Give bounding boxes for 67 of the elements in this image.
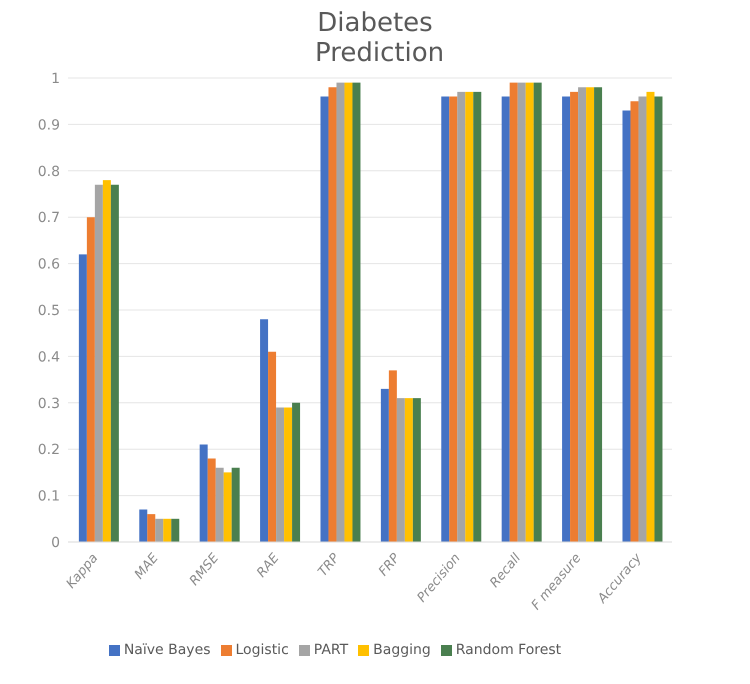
bar — [94, 184, 103, 542]
bar — [654, 96, 662, 542]
bar — [102, 180, 111, 542]
bar — [268, 352, 276, 542]
y-tick-label: 0.3 — [38, 396, 60, 412]
legend-label: Logistic — [236, 642, 289, 658]
y-tick-label: 0.7 — [38, 210, 60, 226]
bar — [232, 468, 240, 542]
y-tick-label: 0.1 — [38, 488, 60, 505]
bar — [344, 82, 352, 542]
bar — [622, 110, 630, 542]
legend-label: Naïve Bayes — [124, 642, 210, 658]
bar — [646, 92, 654, 542]
bar — [473, 92, 482, 542]
bar — [465, 92, 474, 542]
y-tick-label: 0.9 — [38, 117, 60, 134]
bar — [163, 518, 172, 542]
bar — [328, 87, 336, 542]
bar — [404, 398, 413, 542]
bar — [336, 82, 344, 542]
bar — [457, 92, 466, 542]
bar — [208, 458, 216, 542]
bar — [388, 370, 397, 542]
bar — [518, 82, 526, 542]
bar — [110, 184, 119, 542]
bar — [510, 82, 518, 542]
bar — [562, 96, 570, 542]
bar — [284, 407, 292, 542]
bar — [630, 101, 638, 542]
bar — [147, 514, 156, 542]
legend-label: Random Forest — [456, 642, 562, 658]
bar — [276, 407, 284, 542]
bar — [638, 96, 646, 542]
bar — [352, 82, 360, 542]
bar — [86, 217, 95, 542]
bar — [380, 388, 389, 542]
bar — [526, 82, 534, 542]
bar — [216, 468, 224, 542]
bar — [570, 92, 578, 542]
bar — [155, 518, 164, 542]
bar — [594, 87, 602, 542]
y-tick-label: 0 — [51, 534, 60, 551]
bar — [139, 510, 148, 542]
y-tick-label: 0.2 — [38, 442, 60, 458]
bar — [320, 96, 328, 542]
y-tick-label: 0.6 — [38, 256, 60, 273]
legend-label: Bagging — [373, 642, 431, 658]
bar — [78, 254, 87, 542]
bar — [224, 472, 232, 542]
bar — [260, 319, 268, 542]
y-tick-label: 1 — [51, 70, 60, 87]
chart-title: Diabetes Prediction — [315, 8, 444, 68]
y-tick-label: 0.8 — [38, 164, 60, 180]
bar — [292, 402, 300, 542]
bar — [449, 96, 458, 542]
legend-label: PART — [314, 642, 348, 658]
bar — [200, 444, 208, 542]
bar — [534, 82, 542, 542]
bar — [586, 87, 594, 542]
bar — [171, 518, 180, 542]
bar — [441, 96, 450, 542]
bar — [412, 398, 421, 542]
bar — [502, 96, 510, 542]
bar — [396, 398, 405, 542]
bar — [578, 87, 586, 542]
y-tick-label: 0.5 — [38, 302, 60, 319]
y-tick-label: 0.4 — [38, 349, 60, 366]
